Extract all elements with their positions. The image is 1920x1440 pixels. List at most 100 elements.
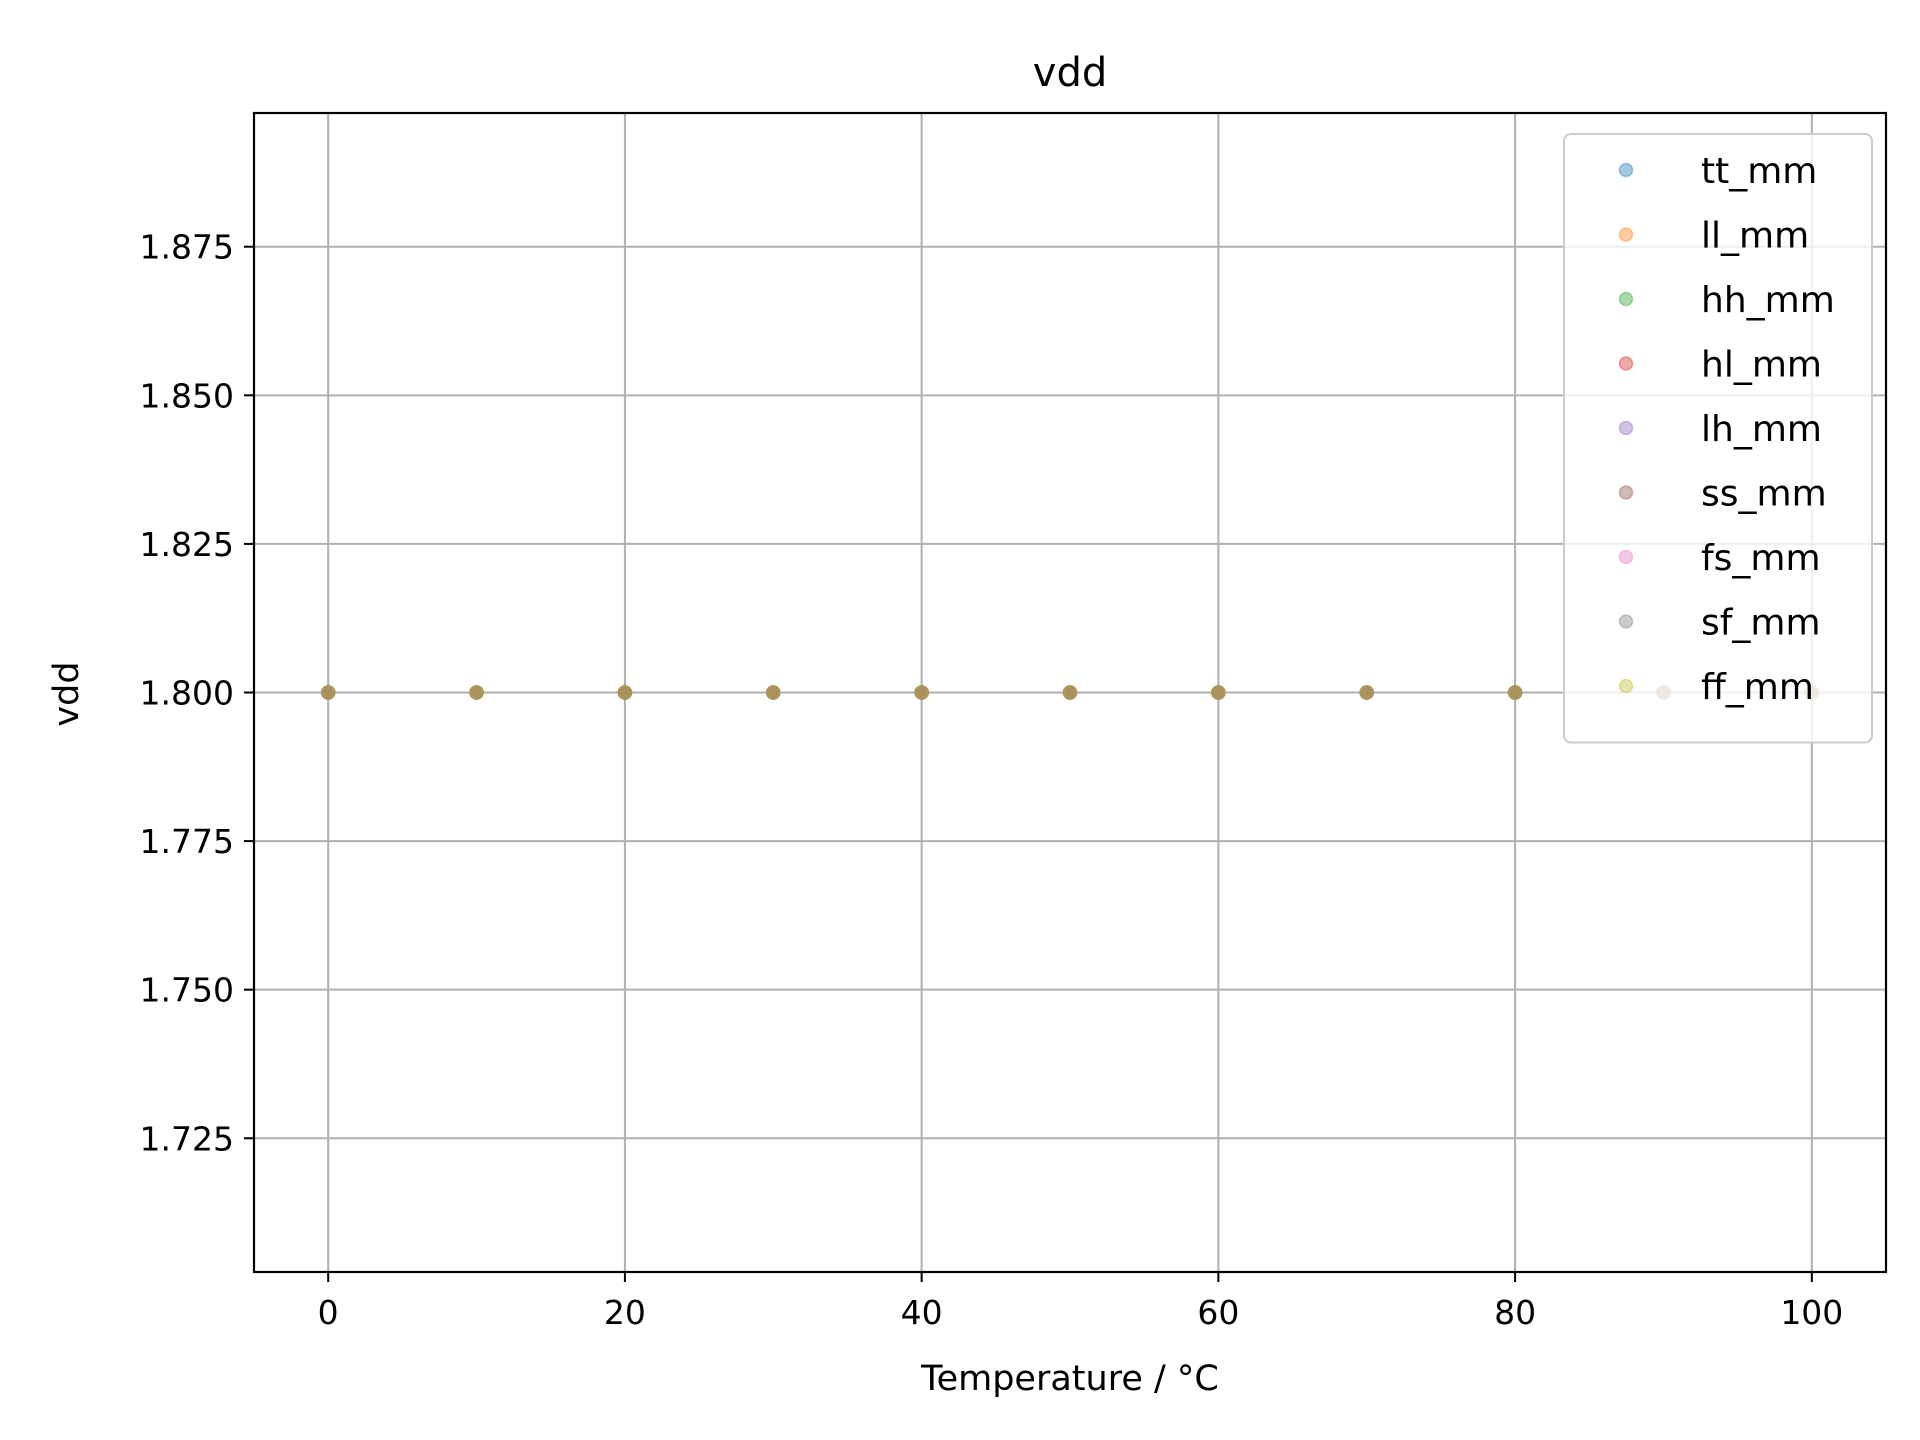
legend-label-hl_mm: hl_mm <box>1701 345 1822 386</box>
data-point <box>1062 685 1078 700</box>
data-point <box>1211 685 1226 700</box>
data-point <box>469 685 484 700</box>
legend-label-ll_mm: ll_mm <box>1701 216 1809 257</box>
data-point <box>914 685 929 700</box>
data-point <box>1211 685 1226 700</box>
legend-label-tt_mm: tt_mm <box>1701 151 1817 192</box>
data-point <box>320 685 336 700</box>
data-point <box>320 685 336 700</box>
legend-label-lh_mm: lh_mm <box>1701 409 1822 450</box>
legend-marker-lh_mm <box>1618 420 1634 436</box>
data-point <box>914 685 929 700</box>
data-point <box>1507 685 1523 700</box>
x-tick-label: 20 <box>604 1293 646 1332</box>
data-point <box>1359 685 1374 700</box>
data-point <box>320 685 336 700</box>
data-point <box>469 685 484 700</box>
data-point <box>1507 685 1523 700</box>
legend-marker-ll_mm <box>1618 227 1634 242</box>
legend-marker-tt_mm <box>1618 162 1634 178</box>
data-point <box>1359 685 1374 700</box>
data-point <box>1211 685 1226 700</box>
data-point <box>1211 685 1226 700</box>
data-point <box>320 685 336 700</box>
y-tick-label: 1.875 <box>140 228 234 267</box>
data-point <box>1507 685 1523 700</box>
data-point <box>914 685 929 700</box>
data-point <box>1359 685 1374 700</box>
legend-label-sf_mm: sf_mm <box>1701 603 1821 644</box>
data-point <box>914 685 929 700</box>
data-point <box>1359 685 1374 700</box>
data-point <box>914 685 929 700</box>
data-point <box>617 685 633 700</box>
data-point <box>320 685 336 700</box>
data-point <box>320 685 336 700</box>
data-point <box>1507 685 1523 700</box>
data-point <box>1211 685 1226 700</box>
data-point <box>1359 685 1374 700</box>
data-point <box>1359 685 1374 700</box>
data-point <box>469 685 484 700</box>
data-point <box>617 685 633 700</box>
data-point <box>469 685 484 700</box>
x-tick-label: 40 <box>901 1293 943 1332</box>
y-tick-label: 1.775 <box>140 822 234 861</box>
x-tick-label: 80 <box>1494 1293 1536 1332</box>
data-point <box>469 685 484 700</box>
legend-label-ss_mm: ss_mm <box>1701 474 1827 515</box>
data-point <box>1211 685 1226 700</box>
data-point <box>469 685 484 700</box>
y-tick-label: 1.850 <box>140 376 234 415</box>
chart-title: vdd <box>1033 50 1107 96</box>
data-point <box>914 685 929 700</box>
legend-label-hh_mm: hh_mm <box>1701 280 1835 321</box>
data-point <box>766 685 781 700</box>
data-point <box>1359 685 1374 700</box>
data-point <box>1359 685 1374 700</box>
y-axis-label: vdd <box>47 661 87 726</box>
data-point <box>1062 685 1078 700</box>
data-point <box>617 685 633 700</box>
y-tick-label: 1.725 <box>140 1119 234 1158</box>
data-point <box>320 685 336 700</box>
data-point <box>766 685 781 700</box>
legend-label-ff_mm: ff_mm <box>1701 667 1814 708</box>
data-point <box>1062 685 1078 700</box>
data-point <box>1211 685 1226 700</box>
data-point <box>469 685 484 700</box>
data-point <box>1507 685 1523 700</box>
data-point <box>766 685 781 700</box>
data-point <box>766 685 781 700</box>
data-point <box>1211 685 1226 700</box>
legend: tt_mm ll_mm hh_mm hl_mm lh_mm ss_mm fs_mm sf_mm… <box>1563 133 1873 744</box>
data-point <box>1211 685 1226 700</box>
data-point <box>1507 685 1523 700</box>
data-point <box>1507 685 1523 700</box>
x-axis-label: Temperature / °C <box>920 1359 1219 1399</box>
data-point <box>617 685 633 700</box>
legend-marker-hl_mm <box>1618 356 1634 371</box>
data-point <box>914 685 929 700</box>
data-point <box>617 685 633 700</box>
data-point <box>1062 685 1078 700</box>
legend-marker-ss_mm <box>1618 485 1634 500</box>
data-point <box>469 685 484 700</box>
data-point <box>766 685 781 700</box>
x-tick-label: 60 <box>1197 1293 1239 1332</box>
legend-marker-hh_mm <box>1618 291 1634 307</box>
x-tick-label: 0 <box>318 1293 339 1332</box>
y-tick-label: 1.800 <box>140 674 234 713</box>
legend-box <box>1563 133 1873 744</box>
axis-ticks: 0 20 40 60 80 100 1.725 1.750 1.775 1.800 1.825 1.8… <box>140 228 1844 1332</box>
data-point <box>766 685 781 700</box>
legend-marker-fs_mm <box>1618 549 1634 565</box>
data-point <box>1507 685 1523 700</box>
data-point <box>320 685 336 700</box>
data-point <box>766 685 781 700</box>
data-point <box>766 685 781 700</box>
data-point <box>617 685 633 700</box>
data-point <box>320 685 336 700</box>
data-point <box>914 685 929 700</box>
